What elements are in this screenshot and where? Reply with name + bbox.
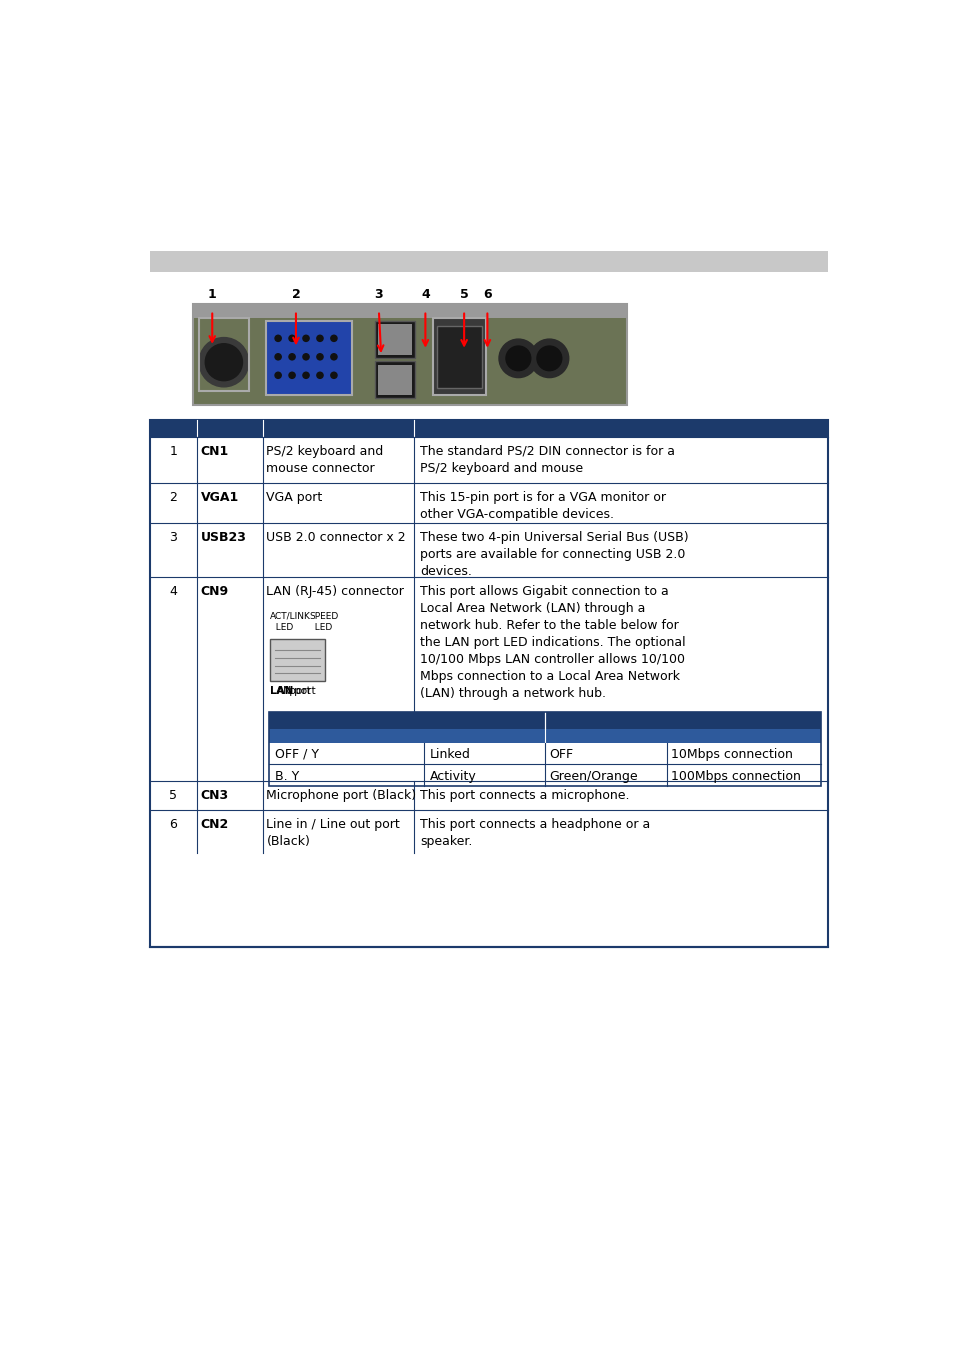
Text: 10Mbps connection: 10Mbps connection <box>670 748 792 761</box>
Text: USB23: USB23 <box>200 531 246 544</box>
Circle shape <box>505 346 530 371</box>
Text: ACT/LINK
  LED: ACT/LINK LED <box>270 612 311 632</box>
Bar <box>193 305 626 319</box>
Circle shape <box>205 344 242 381</box>
Text: Line in / Line out port
(Black): Line in / Line out port (Black) <box>266 818 400 848</box>
Bar <box>193 305 626 405</box>
Circle shape <box>303 335 309 342</box>
Circle shape <box>331 354 336 360</box>
Circle shape <box>274 335 281 342</box>
Text: OFF: OFF <box>548 748 573 761</box>
Bar <box>269 711 821 786</box>
Bar <box>377 324 412 355</box>
Text: 1: 1 <box>208 288 216 301</box>
Text: Activity: Activity <box>429 769 476 783</box>
Text: VGA1: VGA1 <box>200 491 238 504</box>
Circle shape <box>303 373 309 378</box>
Text: LAN: LAN <box>270 686 294 697</box>
Bar <box>375 321 415 358</box>
Text: CN2: CN2 <box>200 818 229 832</box>
Text: 2: 2 <box>292 288 300 301</box>
Text: These two 4-pin Universal Serial Bus (USB)
ports are available for connecting US: These two 4-pin Universal Serial Bus (US… <box>419 531 688 578</box>
Text: This port connects a microphone.: This port connects a microphone. <box>419 788 629 802</box>
Text: 2: 2 <box>170 491 177 504</box>
Text: This 15-pin port is for a VGA monitor or
other VGA-compatible devices.: This 15-pin port is for a VGA monitor or… <box>419 491 665 521</box>
Text: LAN (RJ-45) connector: LAN (RJ-45) connector <box>266 585 404 598</box>
Bar <box>266 321 352 394</box>
Text: PS/2 keyboard and
mouse connector: PS/2 keyboard and mouse connector <box>266 444 383 475</box>
Text: 100Mbps connection: 100Mbps connection <box>670 769 800 783</box>
Bar <box>269 711 821 729</box>
Circle shape <box>289 335 294 342</box>
Text: port: port <box>286 686 311 697</box>
Bar <box>269 711 821 786</box>
Bar <box>270 639 324 680</box>
Circle shape <box>289 373 294 378</box>
Bar <box>436 325 481 387</box>
Circle shape <box>199 338 249 387</box>
Text: OFF / Y: OFF / Y <box>274 748 318 761</box>
Text: VGA port: VGA port <box>266 491 322 504</box>
Text: This port connects a headphone or a
speaker.: This port connects a headphone or a spea… <box>419 818 650 848</box>
Circle shape <box>316 373 323 378</box>
Text: USB 2.0 connector x 2: USB 2.0 connector x 2 <box>266 531 406 544</box>
Text: 3: 3 <box>375 288 383 301</box>
Bar <box>150 420 827 948</box>
Text: 4: 4 <box>170 585 177 598</box>
Text: The standard PS/2 DIN connector is for a
PS/2 keyboard and mouse: The standard PS/2 DIN connector is for a… <box>419 444 674 475</box>
Bar <box>433 319 485 396</box>
Text: CN1: CN1 <box>200 444 229 458</box>
Text: 5: 5 <box>170 788 177 802</box>
Bar <box>269 729 821 742</box>
Circle shape <box>530 339 568 378</box>
Text: Microphone port (Black): Microphone port (Black) <box>266 788 416 802</box>
Text: 4: 4 <box>420 288 429 301</box>
Text: 1: 1 <box>170 444 177 458</box>
Text: LAN port: LAN port <box>270 686 315 697</box>
Bar <box>150 420 827 437</box>
Circle shape <box>274 354 281 360</box>
Circle shape <box>303 354 309 360</box>
Bar <box>375 362 415 398</box>
Circle shape <box>498 339 537 378</box>
Text: SPEED
  LED: SPEED LED <box>309 612 338 632</box>
Text: B. Y: B. Y <box>274 769 299 783</box>
Bar <box>377 364 412 396</box>
Text: CN9: CN9 <box>200 585 229 598</box>
Bar <box>199 319 249 391</box>
Text: 5: 5 <box>459 288 468 301</box>
Circle shape <box>331 335 336 342</box>
Circle shape <box>274 373 281 378</box>
Text: Green/Orange: Green/Orange <box>548 769 637 783</box>
Circle shape <box>316 335 323 342</box>
Bar <box>150 251 827 273</box>
Text: CN3: CN3 <box>200 788 229 802</box>
Text: 3: 3 <box>170 531 177 544</box>
Circle shape <box>289 354 294 360</box>
Text: This port allows Gigabit connection to a
Local Area Network (LAN) through a
netw: This port allows Gigabit connection to a… <box>419 585 685 699</box>
Circle shape <box>537 346 561 371</box>
Circle shape <box>316 354 323 360</box>
Text: Linked: Linked <box>429 748 470 761</box>
Text: 6: 6 <box>170 818 177 832</box>
Text: 6: 6 <box>482 288 491 301</box>
Circle shape <box>331 373 336 378</box>
